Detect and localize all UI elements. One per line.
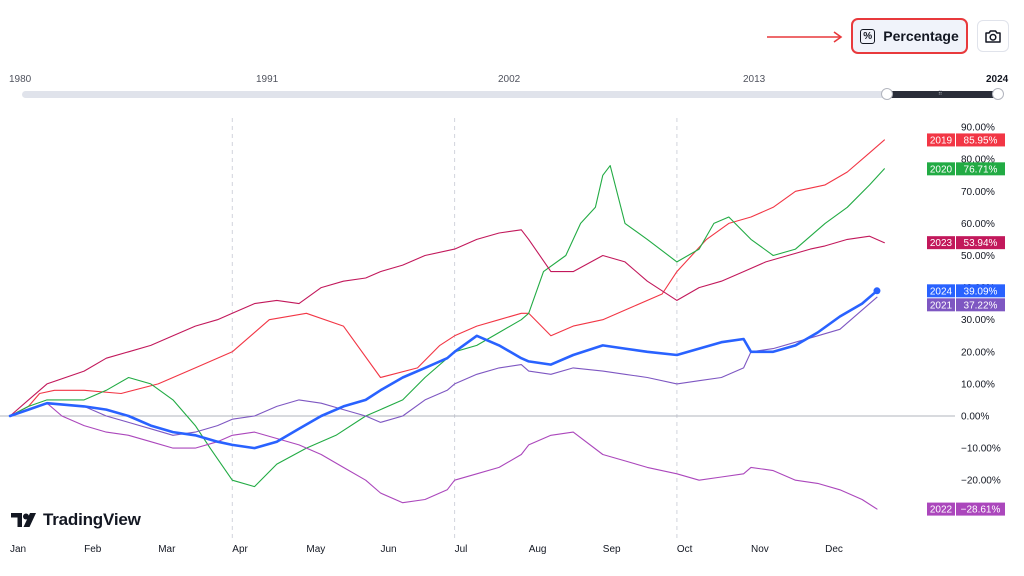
series-year-tag [927,298,955,312]
series-line-2019 [9,139,885,417]
series-line-2024 [8,289,879,450]
series-line-2020 [9,165,885,488]
y-tick-label: 60.00% [961,219,995,230]
series-value-label: −28.61% [961,505,1001,516]
y-tick-label: −10.00% [961,444,1001,455]
series-year-label: 2023 [930,238,953,249]
y-tick-label: 10.00% [961,379,995,390]
year-label: 2013 [743,74,766,85]
series-year-tag [927,162,955,176]
series-year-tag [927,502,955,516]
screenshot-button[interactable] [977,20,1009,52]
percentage-label: Percentage [883,28,959,44]
x-tick-label: Nov [751,544,769,555]
range-end-handle[interactable] [992,88,1004,100]
y-tick-label: −20.00% [961,476,1001,487]
x-tick-label: Jan [10,544,26,555]
year-label: 1980 [9,74,32,85]
tv-logo-icon [11,513,36,527]
series-year-label: 2021 [930,300,953,311]
range-slider-track[interactable] [22,91,998,98]
range-start-handle[interactable] [881,88,893,100]
x-tick-label: May [306,544,325,555]
x-tick-label: Oct [677,544,693,555]
x-tick-label: Dec [825,544,843,555]
series-value-label: 53.94% [964,238,998,249]
series-value-label: 37.22% [964,300,998,311]
series-value-label: 39.09% [964,286,998,297]
camera-icon [985,30,1001,43]
y-tick-label: 90.00% [961,123,995,134]
year-label: 2002 [498,74,521,85]
x-tick-label: Jul [455,544,468,555]
series-value-tag [956,284,1005,298]
series-line-2022 [9,402,878,510]
series-line-2021 [9,296,878,436]
y-tick-label: 30.00% [961,315,995,326]
percent-icon: % [860,28,876,44]
series-year-tag [927,236,955,250]
year-label-current: 2024 [986,74,1009,85]
series-line-2023 [9,229,885,417]
y-tick-label: 50.00% [961,251,995,262]
annotation-arrow [767,31,843,43]
last-point-marker [873,287,881,295]
series-value-tag [956,162,1005,176]
series-year-label: 2020 [930,164,953,175]
top-toolbar: % Percentage [0,0,1024,64]
percentage-button[interactable]: % Percentage [851,18,968,54]
logo-text: TradingView [43,510,141,529]
tradingview-logo: TradingView [11,510,141,530]
series-value-label: 76.71% [964,164,998,175]
x-tick-label: Feb [84,544,102,555]
series-year-label: 2022 [930,505,953,516]
range-selection[interactable] [887,91,998,98]
drag-grip-icon: ⠿ [938,91,944,97]
series-value-tag [956,236,1005,250]
series-year-tag [927,133,955,147]
x-tick-label: Mar [158,544,176,555]
series-year-label: 2019 [930,135,953,146]
y-tick-label: 80.00% [961,155,995,166]
y-tick-label: 0.00% [961,412,989,423]
y-tick-label: 70.00% [961,187,995,198]
x-tick-label: Apr [232,544,248,555]
x-tick-label: Sep [603,544,621,555]
y-tick-label: 20.00% [961,347,995,358]
series-value-tag [956,133,1005,147]
series-value-label: 85.95% [964,135,998,146]
series-year-tag [927,284,955,298]
x-tick-label: Aug [529,544,547,555]
series-year-label: 2024 [930,286,953,297]
series-value-tag [956,298,1005,312]
year-label: 1991 [256,74,279,85]
x-tick-label: Jun [381,544,397,555]
series-value-tag [956,502,1005,516]
